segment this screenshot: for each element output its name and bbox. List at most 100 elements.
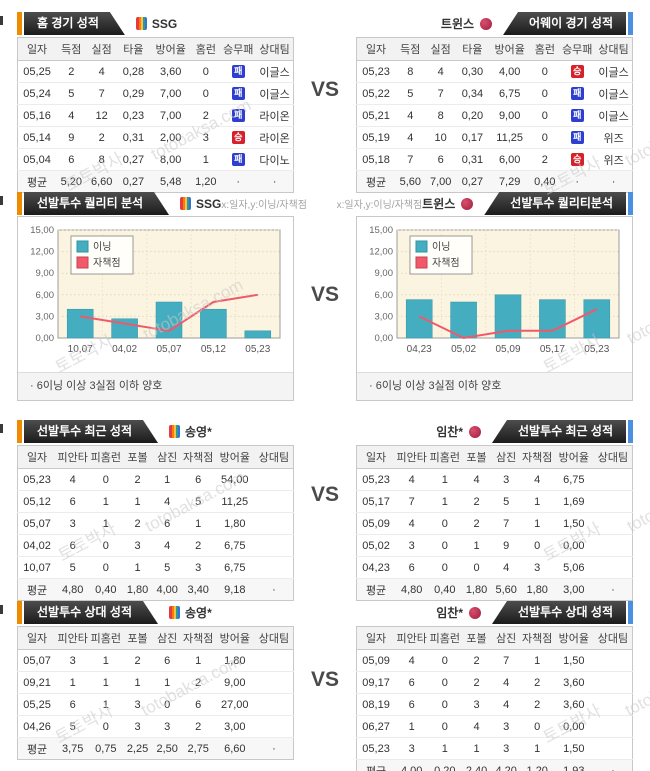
ssg-logo-icon (180, 197, 192, 210)
x-tick-label: 05,23 (245, 344, 270, 355)
y-tick-label: 6,00 (36, 290, 55, 301)
cell: 1 (89, 490, 123, 513)
cell: 05,17 (356, 490, 396, 513)
y-tick-label: 9,00 (375, 268, 394, 279)
cell: 이글스 (595, 60, 633, 83)
cell: 0 (428, 556, 462, 579)
note-bullet: · (369, 380, 373, 392)
blue-accent-bar (628, 601, 633, 624)
cell: 05,14 (17, 126, 57, 149)
column-header: 피홈런 (428, 445, 462, 469)
table-row: 05,12 6 1 1 4 5 11,25 (17, 490, 294, 513)
y-tick-label: 3,00 (375, 311, 394, 322)
cell: 2 (122, 468, 153, 491)
cell: 0,31 (455, 148, 489, 171)
cell: 평균 (17, 737, 57, 760)
cell: 1,69 (553, 490, 594, 513)
cell: 라이온 (256, 126, 294, 149)
cell: 1,80 (520, 578, 554, 601)
table-row: 05,25 2 4 0,28 3,60 0 패 이글스 (17, 60, 294, 83)
cell: 9,00 (214, 671, 255, 694)
cell: 1 (520, 737, 554, 760)
cell (593, 534, 633, 557)
blue-accent-bar (628, 420, 633, 443)
cell: 5,48 (149, 170, 192, 193)
column-header: 득점 (395, 37, 426, 61)
cell: 1 (520, 490, 554, 513)
cell: 6,75 (214, 534, 255, 557)
cell: 05,23 (17, 468, 57, 491)
column-header: 득점 (56, 37, 87, 61)
cell: 05,23 (356, 60, 396, 83)
cell: 4 (152, 534, 182, 557)
cell: 0,00 (553, 534, 594, 557)
cell: 패 (220, 82, 257, 105)
cell: 6,75 (214, 556, 255, 579)
section-title: 선발투수 상대 성적 (518, 605, 613, 619)
cell: 3 (520, 556, 554, 579)
cell: 승 (559, 148, 596, 171)
legend-swatch-earned-runs (415, 256, 428, 269)
table-row: 04,02 6 0 3 4 2 6,75 (17, 534, 294, 557)
cell: 패 (220, 60, 257, 83)
column-header: 방어율 (553, 445, 594, 469)
cell: 54,00 (214, 468, 255, 491)
column-header: 승무패 (220, 37, 257, 61)
legend-label: 이닝 (432, 241, 450, 253)
cell: 6 (56, 490, 90, 513)
table-row: 05,02 3 0 1 9 0 0,00 (356, 534, 633, 557)
cell: 2 (181, 534, 215, 557)
x-tick-label: 05,02 (451, 344, 476, 355)
cell: 2 (191, 104, 221, 127)
cell: 5 (56, 715, 90, 738)
column-header: 상대팀 (593, 626, 633, 650)
section-title: 선발투수 퀄리티 분석 (37, 196, 144, 210)
table-row: 05,23 4 1 4 3 4 6,75 (356, 468, 633, 491)
cell: 1 (152, 468, 182, 491)
table-row: 05,07 3 1 2 6 1 1,80 (17, 512, 294, 535)
y-tick-label: 15,00 (30, 225, 54, 236)
cell: 0 (428, 649, 462, 672)
cell: 5,60 (491, 578, 521, 601)
cell: 1 (428, 737, 462, 760)
pitcher-name: 송영* (185, 606, 212, 620)
cell: 05,25 (17, 693, 57, 716)
cell: 7 (86, 82, 117, 105)
twins-logo-icon (469, 606, 481, 619)
cell (593, 649, 633, 672)
table-average-row: 평균 4,80 0,40 1,80 5,60 1,80 3,00 · (356, 578, 633, 601)
cell: 5 (181, 490, 215, 513)
legend-swatch-earned-runs (76, 256, 89, 269)
cell: 3 (122, 693, 153, 716)
section-away-record-right: 트윈스 어웨이 경기 성적 일자 득점 실점 타율 방어율 홈런 승무패 상대팀 05,23 8 4… (356, 12, 633, 193)
x-tick-label: 05,09 (495, 344, 520, 355)
y-tick-label: 6,00 (375, 290, 394, 301)
x-tick-label: 04,23 (407, 344, 432, 355)
cell: 위즈 (595, 148, 633, 171)
cell: 6 (181, 693, 215, 716)
pitcher-recent-table: 일자 피안타 피홈런 포볼 삼진 자책점 방어율 상대팀 05,23 4 1 4 3 4 6,75 05,17… (356, 445, 633, 601)
chart-bar (244, 330, 272, 339)
section-pitcher-quality-right: x:일자,y:이닝/자책점 트윈스 선발투수 퀄리티분석 0,00 3,00 6,0… (337, 192, 633, 401)
legend-label: 이닝 (93, 241, 111, 253)
column-header: 삼진 (152, 626, 182, 650)
cell: 05,25 (17, 60, 57, 83)
table-row: 06,27 1 0 4 3 0 0,00 (356, 715, 633, 738)
table-average-row: 평균 5,20 6,60 0,27 5,48 1,20 · · (17, 170, 294, 193)
section-title: 선발투수 퀄리티분석 (510, 196, 613, 210)
ssg-logo-icon (169, 425, 180, 438)
away-record-table: 일자 득점 실점 타율 방어율 홈런 승무패 상대팀 05,23 8 4 0,30 4,00 0 승 이글스 0… (356, 37, 633, 193)
cell: 7 (395, 148, 426, 171)
cell: 1 (191, 148, 221, 171)
section-header-bar: 어웨이 경기 성적 (503, 12, 626, 35)
cell: 05,18 (356, 148, 396, 171)
orange-accent-bar (17, 420, 22, 443)
column-header: 포볼 (122, 445, 153, 469)
cell: 0 (530, 82, 560, 105)
x-tick-label: 05,17 (540, 344, 565, 355)
table-row: 05,09 4 0 2 7 1 1,50 (356, 649, 633, 672)
column-header: 피홈런 (89, 445, 123, 469)
cell: 2 (461, 649, 492, 672)
cell: 0 (520, 534, 554, 557)
cell: 6,75 (553, 468, 594, 491)
